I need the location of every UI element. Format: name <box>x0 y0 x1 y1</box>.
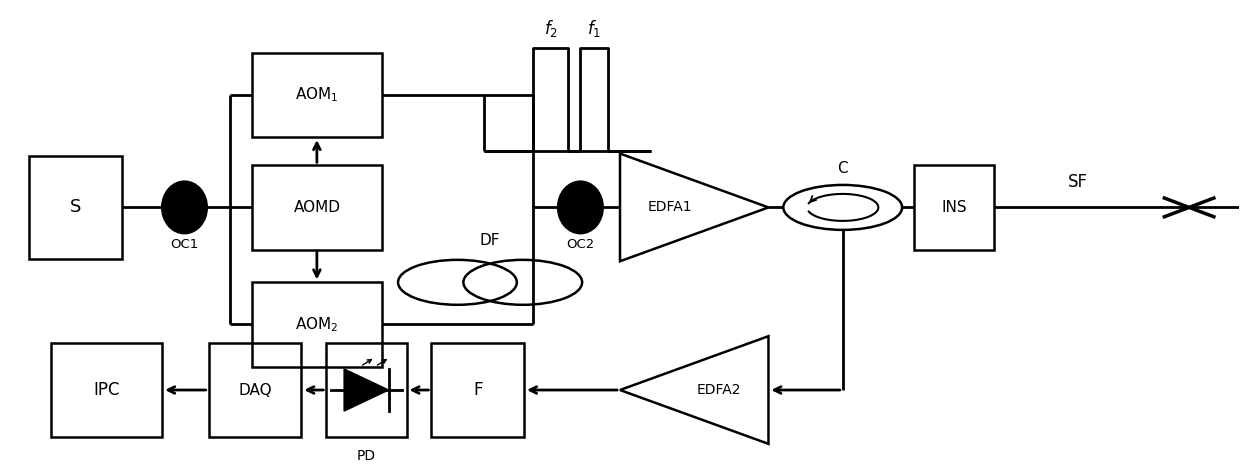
Bar <box>208 343 301 437</box>
Text: S: S <box>69 198 82 216</box>
Text: AOM$_1$: AOM$_1$ <box>295 86 339 105</box>
Text: EDFA1: EDFA1 <box>647 200 692 214</box>
Polygon shape <box>343 369 388 411</box>
Text: C: C <box>837 161 848 176</box>
Text: PD: PD <box>357 448 376 463</box>
Bar <box>252 165 382 250</box>
Ellipse shape <box>162 182 207 233</box>
Text: $f_1$: $f_1$ <box>587 18 601 39</box>
Bar <box>432 343 525 437</box>
Text: F: F <box>472 381 482 399</box>
Text: OC1: OC1 <box>170 238 198 251</box>
Bar <box>252 282 382 366</box>
Bar <box>30 156 122 259</box>
Text: OC2: OC2 <box>567 238 594 251</box>
Text: $f_2$: $f_2$ <box>543 18 558 39</box>
Text: AOMD: AOMD <box>294 200 341 215</box>
Text: IPC: IPC <box>93 381 120 399</box>
Text: EDFA2: EDFA2 <box>697 383 742 397</box>
Text: AOM$_2$: AOM$_2$ <box>295 315 339 334</box>
Bar <box>326 343 407 437</box>
Text: INS: INS <box>941 200 967 215</box>
Text: DF: DF <box>480 233 501 248</box>
Bar <box>252 53 382 137</box>
Text: DAQ: DAQ <box>238 382 272 398</box>
Text: SF: SF <box>1068 173 1087 191</box>
Bar <box>914 165 994 250</box>
Bar <box>51 343 162 437</box>
Ellipse shape <box>558 182 603 233</box>
